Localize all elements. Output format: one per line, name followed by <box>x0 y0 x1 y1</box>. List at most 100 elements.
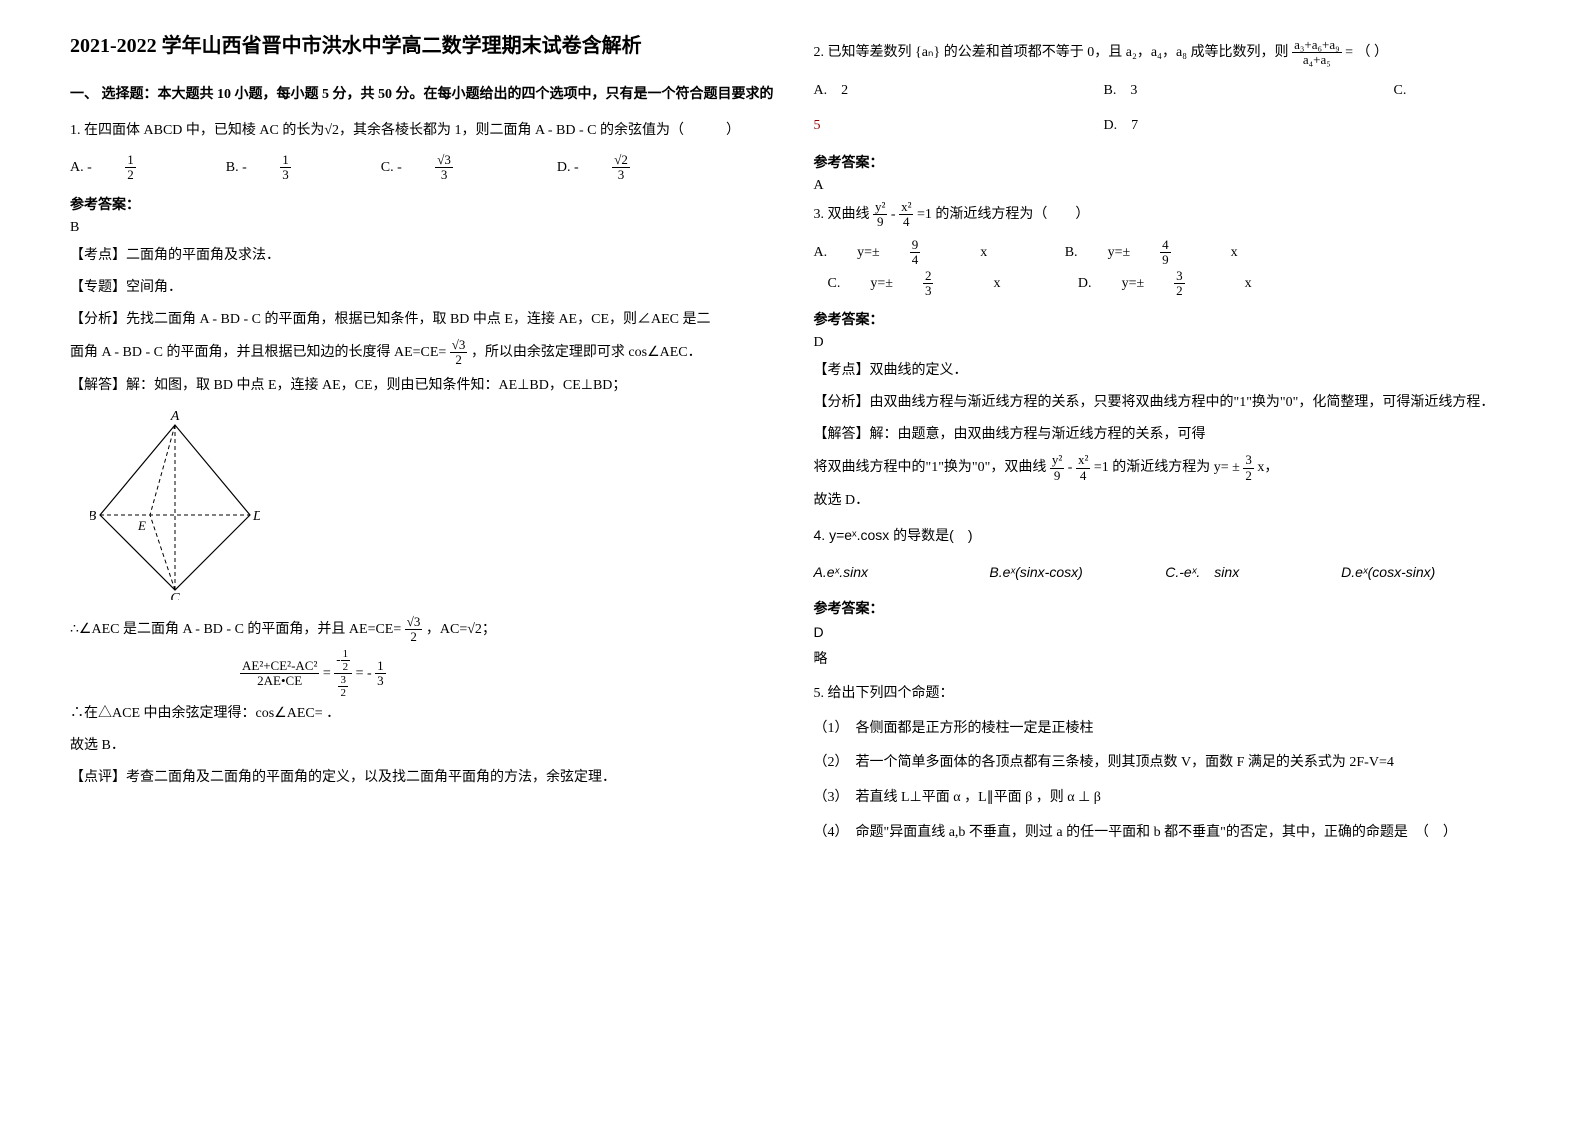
q1-a-frac: 12 <box>125 153 166 183</box>
nested-frac: -12 32 <box>334 648 352 699</box>
l: y=± <box>870 269 893 300</box>
c: ， <box>1137 45 1151 60</box>
n: y² <box>1050 453 1064 468</box>
text: ∴∠AEC 是二面角 A - BD - C 的平面角，并且 AE=CE= <box>70 622 405 637</box>
q3-jieda1: 【解答】解：由题意，由双曲线方程与渐近线方程的关系，可得 <box>814 421 1518 449</box>
tetrahedron-diagram: A B D C E <box>90 410 774 605</box>
frac-den: 2 <box>405 630 423 644</box>
q1-c-prefix: C. - <box>381 153 402 184</box>
tetrahedron-svg: A B D C E <box>90 410 260 600</box>
d: 2 <box>1174 284 1185 298</box>
q1-c-frac: √33 <box>435 153 483 183</box>
q4-choices: A.eˣ.sinx B.eˣ(sinx-cosx) C.-eˣ. sinx D.… <box>814 557 1518 588</box>
inner-frac: 12 <box>341 648 351 673</box>
f: 23 <box>923 269 964 299</box>
q3-rfrac: 32 <box>1243 453 1254 483</box>
d: 3 <box>923 284 934 298</box>
frac-num: 1 <box>280 153 291 168</box>
q4-b: B.eˣ(sinx-cosx) <box>989 557 1135 588</box>
q1-b-frac: 13 <box>280 153 321 183</box>
label-a: A <box>170 410 180 424</box>
text: ∴在△ACE 中由余弦定理得：cos∠AEC= <box>70 706 323 721</box>
q1-conc3: 故选 B． <box>70 732 774 760</box>
rhs2: =1 <box>1094 460 1109 475</box>
q1-opt-d: D. - √23 <box>543 153 690 184</box>
conc1-frac: √32 <box>405 615 423 645</box>
q4-d: D.eˣ(cosx-sinx) <box>1341 557 1487 588</box>
x: x <box>1245 269 1252 300</box>
d: 2 <box>1243 469 1254 483</box>
q1-choices: A. - 12 B. - 13 C. - √33 D. - √23 <box>70 153 774 184</box>
q1-fenxi2: 面角 A - BD - C 的平面角，并且根据已知边的长度得 AE=CE= √3… <box>70 338 774 368</box>
q1-fenxi: 【分析】先找二面角 A - BD - C 的平面角，根据已知条件，取 BD 中点… <box>70 306 774 334</box>
q5-p4: （4） 命题"异面直线 a,b 不垂直，则过 a 的任一平面和 b 都不垂直"的… <box>814 820 1518 847</box>
t: 2. 已知等差数列 <box>814 45 916 60</box>
res-frac: 13 <box>375 659 386 689</box>
text: ，所以由余弦定理即可求 cos∠AEC． <box>471 345 702 360</box>
q1-answer: B <box>70 220 774 236</box>
nested-den: 32 <box>334 674 352 699</box>
frac-num: √2 <box>612 153 630 168</box>
q2-stem: 2. 已知等差数列 {aₙ} 的公差和首项都不等于 0，且 a₂，a₄，a₈ 成… <box>814 38 1518 68</box>
t: （ ） <box>1357 45 1389 60</box>
q3-fenxi: 【分析】由双曲线方程与渐近线方程的关系，只要将双曲线方程中的"1"换为"0"，化… <box>814 389 1518 417</box>
t: 3. 双曲线 <box>814 207 874 222</box>
q1-opt-c: C. - √33 <box>381 153 513 184</box>
q2-frac: a₃+a₆+a₉a₄+a₅ <box>1292 38 1342 68</box>
d: 4 <box>899 215 913 229</box>
l: y=± <box>857 238 880 269</box>
q2-choices-row2: 5 D. 7 <box>814 111 1518 142</box>
t: 的渐近线方程为（ ） <box>935 207 1089 222</box>
q3-jieda3: 故选 D． <box>814 487 1518 515</box>
frac-num: √3 <box>450 338 468 353</box>
q2-answer-label: 参考答案： <box>814 152 1518 172</box>
frac-den: 2AE•CE <box>240 674 319 688</box>
exam-title: 2021-2022 学年山西省晋中市洪水中学高二数学理期末试卷含解析 <box>70 30 774 62</box>
q3-choices: A. y=±94x B. y=±49x C. y=±23x D. y=±32x <box>814 238 1518 300</box>
pm: ± <box>1232 460 1240 475</box>
q3-jieda2: 将双曲线方程中的"1"换为"0"，双曲线 y²9 - x²4 =1 的渐近线方程… <box>814 453 1518 483</box>
q4-lue: 略 <box>814 646 1518 674</box>
t: 将双曲线方程中的"1"换为"0"，双曲线 <box>814 460 1050 475</box>
q1-dianping: 【点评】考查二面角及二面角的平面角的定义，以及找二面角平面角的方法，余弦定理． <box>70 764 774 792</box>
an: {aₙ} <box>915 45 940 60</box>
line-ae <box>150 425 175 515</box>
q5-p1: （1） 各侧面都是正方形的棱柱一定是正棱柱 <box>814 716 1518 743</box>
q1-zhuanti: 【专题】空间角． <box>70 274 774 302</box>
q3-f1: y²9 <box>873 200 887 230</box>
n: 3 <box>1243 453 1254 468</box>
q4-c: C.-eˣ. sinx <box>1165 557 1311 588</box>
text: ，AC=√2； <box>426 622 496 637</box>
q5-p2: （2） 若一个简单多面体的各顶点都有三条棱，则其顶点数 V，面数 F 满足的关系… <box>814 750 1518 777</box>
q3-a: A. y=±94x <box>814 238 1018 269</box>
q4-stem: 4. y=eˣ.cosx 的导数是( ) <box>814 521 1518 549</box>
q3-f2b: x²4 <box>1076 453 1090 483</box>
text: 面角 A - BD - C 的平面角，并且根据已知边的长度得 <box>70 345 390 360</box>
eq-lhs: AE=CE= <box>394 345 446 360</box>
q1-b-prefix: B. - <box>226 153 247 184</box>
d: 2 <box>341 661 351 673</box>
eq2: = - <box>356 666 372 681</box>
q2-opt-a: A. 2 <box>814 76 1074 107</box>
q2-opt-c: C. <box>1394 76 1474 107</box>
a2: a₂ <box>1126 45 1137 60</box>
t: 的渐近线方程为 y= <box>1112 460 1232 475</box>
n: 1 <box>375 659 386 674</box>
q1-opt-a: A. - 12 <box>70 153 196 184</box>
q1-d-prefix: D. - <box>543 153 579 184</box>
f: 94 <box>910 238 951 268</box>
q1-a-prefix: A. - <box>70 153 92 184</box>
q1-conc2: AE²+CE²-AC²2AE•CE = -12 32 = - 13 ∴在△ACE… <box>70 648 774 727</box>
q3-f2: x²4 <box>899 200 913 230</box>
q3-d: D. y=±32x <box>1064 269 1282 300</box>
d: 3 <box>375 674 386 688</box>
q4-answer: D <box>814 624 1518 640</box>
c: ， <box>1162 45 1176 60</box>
label-c: C <box>170 591 180 600</box>
n: 2 <box>923 269 934 284</box>
q1-answer-label: 参考答案： <box>70 194 774 214</box>
x: x <box>980 238 987 269</box>
frac-num: 1 <box>125 153 136 168</box>
frac-num: AE²+CE²-AC² <box>240 659 319 674</box>
d: 9 <box>873 215 887 229</box>
